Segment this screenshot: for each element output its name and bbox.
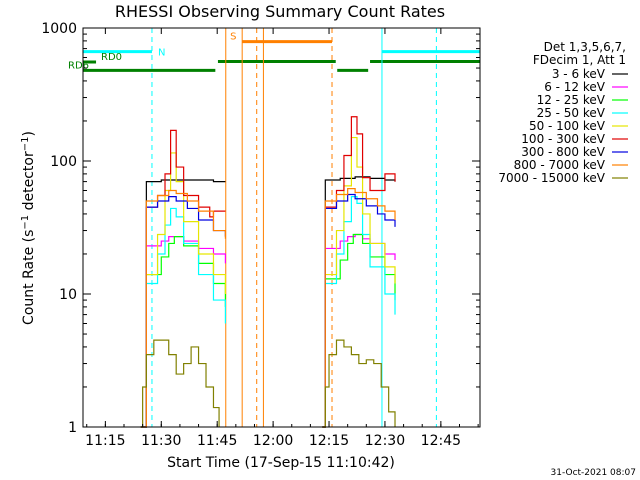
series-line-7000-15000-1 <box>322 339 396 428</box>
flag-label-night: N <box>158 48 165 59</box>
series-line-25-50-0 <box>140 207 226 428</box>
y-tick-label-2: 100 <box>50 154 77 170</box>
x-tick-label-5: 12:30 <box>365 433 405 449</box>
y-axis-label-exponent-2: −1 <box>20 137 31 152</box>
x-tick-label-1: 11:30 <box>141 433 181 449</box>
y-axis-label-suffix: ) <box>21 131 37 136</box>
y-tick-label-3: 1000 <box>41 21 77 37</box>
series-line-25-50-1 <box>322 195 396 428</box>
y-axis-label-prefix: Count Rate (s <box>21 230 37 325</box>
flag-label-rd0: RD0 <box>101 52 122 63</box>
series-line-7000-15000-0 <box>140 339 220 428</box>
x-tick-label-6: 12:45 <box>421 433 461 449</box>
flag-bars-layer: N RD0 RD6 S <box>68 32 480 72</box>
legend-label-25-50: 25 - 50 keV <box>537 106 606 120</box>
x-tick-label-0: 11:15 <box>85 433 125 449</box>
plot-frame <box>82 27 481 428</box>
series-line-12-25-0 <box>140 236 226 428</box>
legend-label-7000-15000: 7000 - 15000 keV <box>498 171 605 185</box>
footer-timestamp: 31-Oct-2021 08:07 <box>551 468 636 478</box>
legend-label-50-100: 50 - 100 keV <box>529 119 606 133</box>
chart-title: RHESSI Observing Summary Count Rates <box>115 2 445 21</box>
series-line-800-7000-0 <box>140 189 226 428</box>
legend-label-12-25: 12 - 25 keV <box>537 93 606 107</box>
legend-label-800-7000: 800 - 7000 keV <box>514 158 606 172</box>
flag-label-saa: S <box>230 32 236 43</box>
y-axis-label-mid: detector <box>21 151 37 215</box>
legend: Det 1,3,5,6,7, FDecim 1, Att 1 3 - 6 keV… <box>498 40 628 185</box>
legend-label-300-800: 300 - 800 keV <box>521 145 605 159</box>
y-tick-label-1: 10 <box>59 287 77 303</box>
series-line-6-12-1 <box>322 233 396 428</box>
y-tick-label-0: 1 <box>68 420 77 436</box>
x-tick-label-3: 12:00 <box>253 433 293 449</box>
series-line-6-12-0 <box>140 236 226 428</box>
legend-label-6-12: 6 - 12 keV <box>544 80 606 94</box>
legend-header-line-2: FDecim 1, Att 1 <box>533 53 626 67</box>
y-axis-ticks: 1 10 100 1000 <box>41 21 480 436</box>
series-line-800-7000-1 <box>322 188 396 428</box>
legend-label-3-6: 3 - 6 keV <box>552 67 606 81</box>
x-tick-label-4: 12:15 <box>309 433 349 449</box>
series-layer <box>140 116 396 428</box>
markers-layer <box>151 28 437 427</box>
series-line-12-25-1 <box>322 233 396 428</box>
y-axis-label-exponent-1: −1 <box>20 215 31 230</box>
series-line-100-300-0 <box>140 129 226 428</box>
legend-header-line-1: Det 1,3,5,6,7, <box>544 40 626 54</box>
series-line-100-300-1 <box>322 116 396 428</box>
series-line-300-800-1 <box>322 193 396 428</box>
flag-label-rd6: RD6 <box>68 60 89 71</box>
series-line-50-100-1 <box>322 136 396 428</box>
x-axis-ticks: 11:15 11:30 11:45 12:00 12:15 12:30 12:45 <box>85 28 479 449</box>
legend-label-100-300: 100 - 300 keV <box>521 132 605 146</box>
y-axis-label: Count Rate (s−1 detector−1) <box>20 131 37 325</box>
x-tick-label-2: 11:45 <box>197 433 237 449</box>
x-axis-label: Start Time (17-Sep-15 11:10:42) <box>167 455 395 471</box>
